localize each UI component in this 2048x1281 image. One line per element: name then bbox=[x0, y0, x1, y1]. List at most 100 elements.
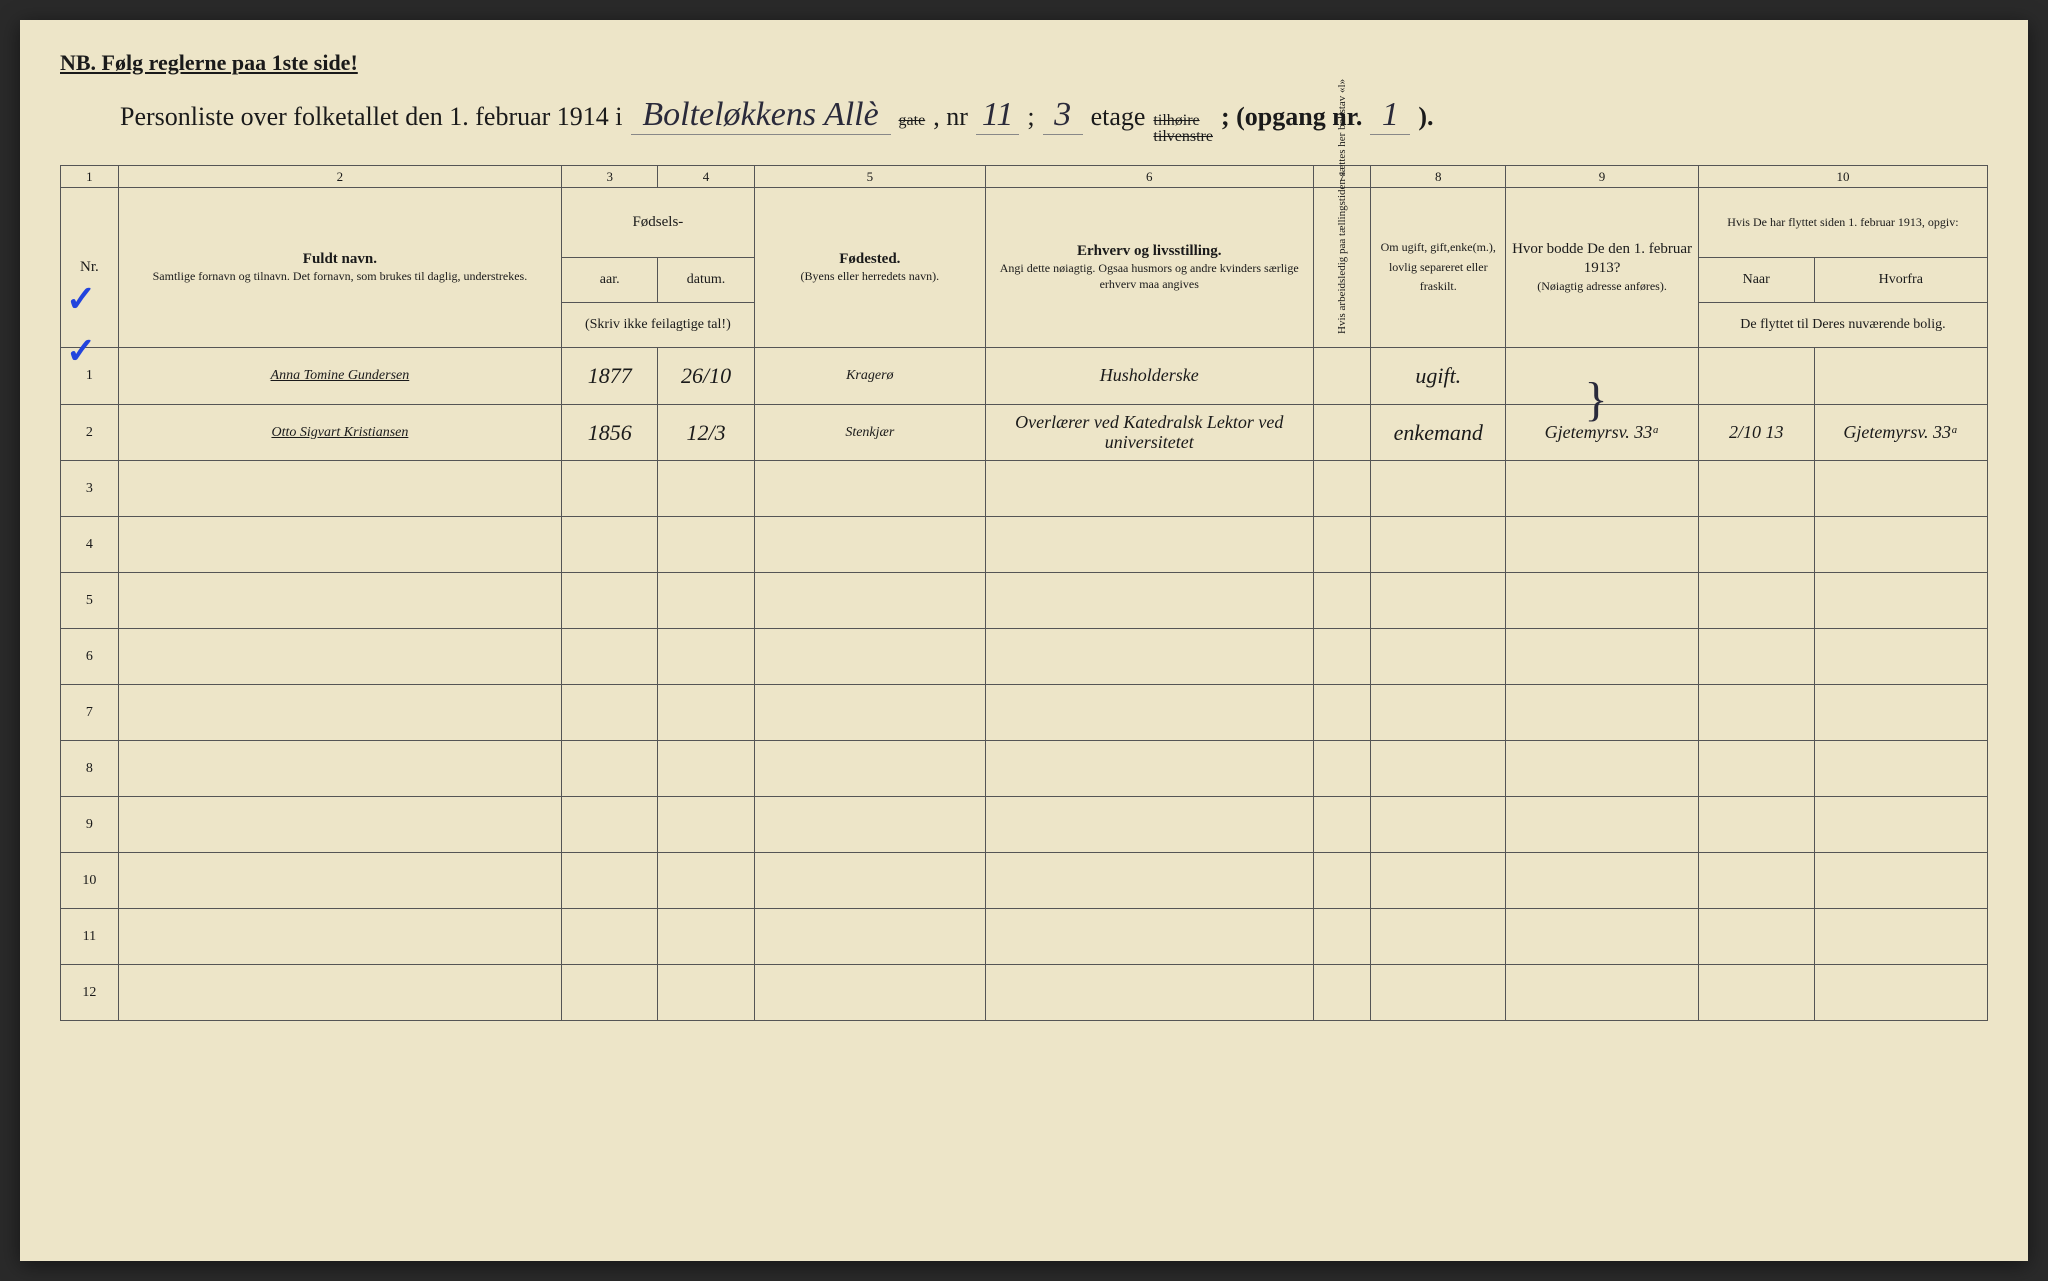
cell-moved-when bbox=[1698, 685, 1814, 741]
cell-moved-from bbox=[1814, 573, 1988, 629]
colnum: 2 bbox=[118, 166, 561, 188]
cell-unemployed bbox=[1313, 741, 1371, 797]
header-nr: Nr. bbox=[61, 188, 119, 348]
cell-marital bbox=[1371, 741, 1506, 797]
column-numbers-row: 1 2 3 4 5 6 7 8 9 10 bbox=[61, 166, 1988, 188]
cell-occupation bbox=[985, 853, 1313, 909]
etage-label: etage bbox=[1091, 102, 1146, 132]
row-number: 7 bbox=[61, 685, 119, 741]
row-number: 9 bbox=[61, 797, 119, 853]
cell-unemployed bbox=[1313, 685, 1371, 741]
header-fodsels-note: (Skriv ikke feilagtige tal!) bbox=[562, 302, 755, 347]
row-number: 10 bbox=[61, 853, 119, 909]
cell-date bbox=[658, 629, 754, 685]
cell-name bbox=[118, 573, 561, 629]
title-prefix: Personliste over folketallet den 1. febr… bbox=[120, 102, 623, 132]
cell-year bbox=[562, 461, 658, 517]
cell-birthplace bbox=[754, 461, 985, 517]
cell-marital bbox=[1371, 909, 1506, 965]
colnum: 3 bbox=[562, 166, 658, 188]
cell-moved-from bbox=[1814, 797, 1988, 853]
cell-moved-from: Gjetemyrsv. 33ᵃ bbox=[1814, 405, 1988, 461]
side-options: tilhøire tilvenstre bbox=[1153, 113, 1213, 145]
cell-name bbox=[118, 741, 561, 797]
cell-date bbox=[658, 797, 754, 853]
cell-name bbox=[118, 797, 561, 853]
house-nr: 11 bbox=[976, 96, 1019, 135]
cell-name bbox=[118, 909, 561, 965]
cell-moved-when bbox=[1698, 461, 1814, 517]
row-number: 5 bbox=[61, 573, 119, 629]
cell-occupation: Husholderske bbox=[985, 347, 1313, 405]
cell-year bbox=[562, 853, 658, 909]
cell-moved-when: 2/10 13 bbox=[1698, 405, 1814, 461]
header-col10: Hvis De har flyttet siden 1. februar 191… bbox=[1698, 188, 1987, 258]
semicolon: ; bbox=[1027, 102, 1034, 132]
census-table: 1 2 3 4 5 6 7 8 9 10 Nr. Fuldt navn. Sam… bbox=[60, 165, 1988, 1021]
cell-moved-from bbox=[1814, 629, 1988, 685]
cell-moved-when bbox=[1698, 909, 1814, 965]
cell-moved-from bbox=[1814, 853, 1988, 909]
cell-birthplace: Stenkjær bbox=[754, 405, 985, 461]
cell-address-1913 bbox=[1506, 741, 1699, 797]
cell-unemployed bbox=[1313, 517, 1371, 573]
cell-year bbox=[562, 965, 658, 1021]
table-body: 1Anna Tomine Gundersen187726/10KragerøHu… bbox=[61, 347, 1988, 1021]
cell-date bbox=[658, 741, 754, 797]
cell-marital bbox=[1371, 797, 1506, 853]
header-datum: datum. bbox=[658, 257, 754, 302]
cell-unemployed bbox=[1313, 461, 1371, 517]
checkmark-icon: ✓ bbox=[66, 278, 96, 320]
header-name: Fuldt navn. Samtlige fornavn og tilnavn.… bbox=[118, 188, 561, 348]
cell-marital bbox=[1371, 685, 1506, 741]
cell-occupation bbox=[985, 573, 1313, 629]
cell-moved-when bbox=[1698, 629, 1814, 685]
cell-year bbox=[562, 629, 658, 685]
cell-date bbox=[658, 517, 754, 573]
colnum: 8 bbox=[1371, 166, 1506, 188]
cell-address-1913 bbox=[1506, 685, 1699, 741]
opgang-nr: 1 bbox=[1370, 96, 1410, 135]
cell-date bbox=[658, 909, 754, 965]
cell-name: Otto Sigvart Kristiansen bbox=[118, 405, 561, 461]
cell-unemployed bbox=[1313, 909, 1371, 965]
cell-marital bbox=[1371, 461, 1506, 517]
header-fodsels: Fødsels- bbox=[562, 188, 755, 258]
cell-year bbox=[562, 741, 658, 797]
cell-date: 26/10 bbox=[658, 347, 754, 405]
cell-moved-when bbox=[1698, 517, 1814, 573]
cell-birthplace bbox=[754, 685, 985, 741]
cell-name bbox=[118, 517, 561, 573]
census-document: ✓ ✓ NB. Følg reglerne paa 1ste side! Per… bbox=[20, 20, 2028, 1261]
cell-birthplace bbox=[754, 909, 985, 965]
cell-moved-when bbox=[1698, 347, 1814, 405]
cell-moved-from bbox=[1814, 965, 1988, 1021]
cell-occupation bbox=[985, 461, 1313, 517]
table-row: 11 bbox=[61, 909, 1988, 965]
cell-date bbox=[658, 573, 754, 629]
cell-marital bbox=[1371, 629, 1506, 685]
cell-marital bbox=[1371, 965, 1506, 1021]
cell-address-1913 bbox=[1506, 629, 1699, 685]
cell-unemployed bbox=[1313, 573, 1371, 629]
header-hvorfra: Hvorfra bbox=[1814, 257, 1988, 302]
cell-address-1913 bbox=[1506, 965, 1699, 1021]
colnum: 1 bbox=[61, 166, 119, 188]
cell-date bbox=[658, 965, 754, 1021]
header-naar: Naar bbox=[1698, 257, 1814, 302]
header-col7: Hvis arbeidsledig paa tællingstiden sætt… bbox=[1313, 188, 1371, 348]
cell-year: 1877 bbox=[562, 347, 658, 405]
cell-address-1913: } bbox=[1506, 347, 1699, 405]
cell-marital: ugift. bbox=[1371, 347, 1506, 405]
cell-moved-from bbox=[1814, 461, 1988, 517]
cell-occupation bbox=[985, 797, 1313, 853]
colnum: 6 bbox=[985, 166, 1313, 188]
cell-address-1913 bbox=[1506, 853, 1699, 909]
colnum: 4 bbox=[658, 166, 754, 188]
cell-birthplace bbox=[754, 629, 985, 685]
header-note: NB. Følg reglerne paa 1ste side! bbox=[60, 50, 1988, 76]
cell-name bbox=[118, 685, 561, 741]
gate-crossed: gate bbox=[899, 112, 926, 130]
cell-date bbox=[658, 853, 754, 909]
cell-address-1913 bbox=[1506, 517, 1699, 573]
